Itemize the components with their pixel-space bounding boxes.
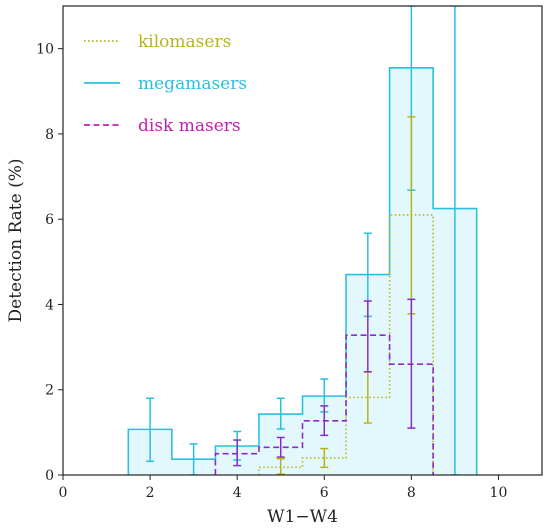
errorbar-kilomasers-1 (320, 447, 329, 469)
x-tick-label: 2 (146, 485, 155, 501)
x-tick-label: 8 (407, 485, 416, 501)
errorbar-megamasers-1 (189, 443, 198, 475)
series-line-megamasers (127, 67, 478, 475)
errorbar-disk-masers-0 (233, 439, 242, 467)
y-axis-label: Detection Rate (%) (6, 159, 26, 323)
x-tick-label: 4 (233, 485, 242, 501)
legend-item-megamasers: megamasers (84, 74, 247, 94)
axes: 0 2 4 6 8 10 0 2 4 6 8 10 (36, 5, 543, 501)
y-tick-label: 6 (45, 212, 54, 228)
y-tick-label: 2 (45, 383, 54, 399)
legend-label: megamasers (138, 74, 247, 94)
x-axis-label: W1−W4 (267, 507, 338, 527)
errorbar-megamasers-3 (276, 397, 285, 430)
legend-item-kilomasers: kilomasers (84, 32, 231, 52)
y-tick-label: 8 (45, 127, 54, 143)
errorbar-megamasers-0 (146, 397, 155, 463)
x-tick-label: 0 (59, 485, 68, 501)
legend-label: disk masers (138, 116, 241, 136)
errorbar-kilomasers-0 (276, 458, 285, 475)
x-tick-label: 10 (490, 485, 508, 501)
y-tick-label: 4 (45, 297, 54, 313)
errorbar-megamasers-7 (450, 6, 459, 475)
x-tick-label: 6 (320, 485, 329, 501)
plot-content (127, 6, 478, 475)
legend-item-disk-masers: disk masers (84, 116, 241, 136)
y-tick-label: 10 (36, 42, 54, 58)
y-tick-label: 0 (45, 468, 54, 484)
errorbar-disk-masers-2 (320, 405, 329, 437)
axes-frame (62, 5, 543, 476)
plot-area (127, 6, 478, 475)
errorbar-disk-masers-4 (407, 298, 416, 429)
legend-label: kilomasers (138, 32, 231, 52)
legend: kilomasers megamasers disk masers (84, 32, 247, 136)
errorbar-disk-masers-1 (276, 436, 285, 458)
errorbar-disk-masers-3 (363, 300, 372, 373)
